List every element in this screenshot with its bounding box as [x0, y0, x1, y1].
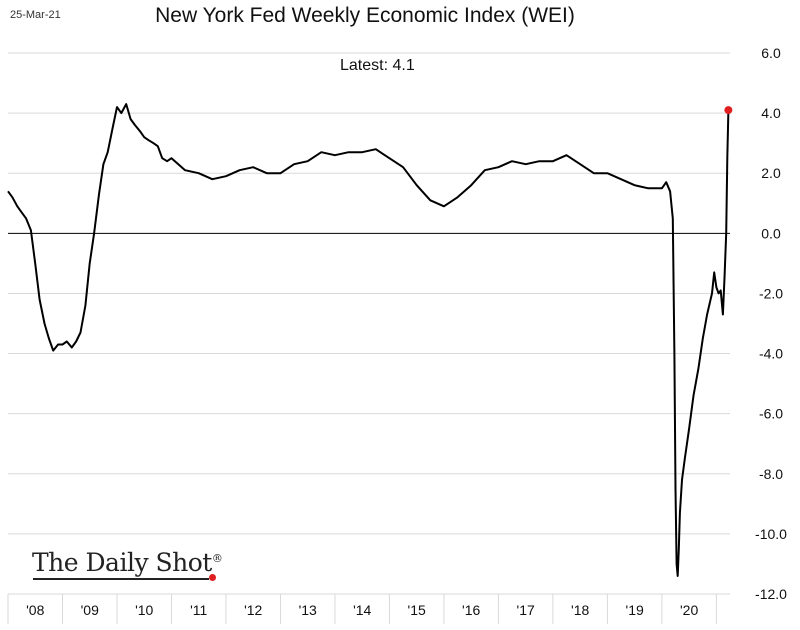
- series-layer: [7, 103, 733, 577]
- x-tick-label-2: '10: [135, 602, 153, 618]
- latest-value-label: Latest: 4.1: [340, 57, 415, 74]
- y-tick-label-7: -8.0: [759, 466, 783, 482]
- x-tick-label-4: '12: [244, 602, 262, 618]
- x-tick-label-5: '13: [299, 602, 317, 618]
- x-tick-label-6: '14: [353, 602, 371, 618]
- y-tick-label-6: -6.0: [759, 406, 783, 422]
- y-tick-label-4: -2.0: [759, 285, 783, 301]
- y-tick-label-0: 6.0: [761, 45, 781, 61]
- y-axis-labels: 6.0 4.0 2.0 0.0 -2.0 -4.0 -6.0 -8.0 -10.0 -12.0: [755, 45, 787, 602]
- y-tick-label-3: 0.0: [761, 225, 781, 241]
- registered-mark: ®: [211, 552, 223, 565]
- series-line-0: [7, 103, 730, 577]
- y-tick-label-2: 2.0: [761, 165, 781, 181]
- x-axis-labels: '08 '09 '10 '11 '12 '13 '14 '15 '16 '17 '18 '19 '20: [26, 602, 698, 618]
- x-tick-label-10: '18: [571, 602, 589, 618]
- y-tick-label-5: -4.0: [759, 346, 783, 362]
- x-tick-label-11: '19: [626, 602, 644, 618]
- date-stamp: 25-Mar-21: [10, 9, 61, 21]
- chart-title: New York Fed Weekly Economic Index (WEI): [155, 4, 575, 27]
- logo-dot: [209, 574, 216, 581]
- x-tick-label-1: '09: [81, 602, 99, 618]
- latest-point-marker: [724, 106, 733, 115]
- daily-shot-logo: The Daily Shot®: [32, 548, 223, 577]
- x-tick-label-12: '20: [680, 602, 698, 618]
- grid-lines: [8, 52, 730, 595]
- y-tick-label-1: 4.0: [761, 105, 781, 121]
- y-tick-label-8: -10.0: [755, 526, 787, 542]
- x-tick-label-7: '15: [408, 602, 426, 618]
- x-tick-label-8: '16: [462, 602, 480, 618]
- x-tick-label-9: '17: [517, 602, 535, 618]
- y-tick-label-9: -12.0: [755, 586, 787, 602]
- logo-underline: [33, 578, 209, 580]
- x-tick-label-3: '11: [190, 602, 207, 618]
- x-axis-separators: [7, 594, 717, 624]
- logo-text: The Daily Shot: [32, 548, 212, 577]
- x-tick-label-0: '08: [26, 602, 44, 618]
